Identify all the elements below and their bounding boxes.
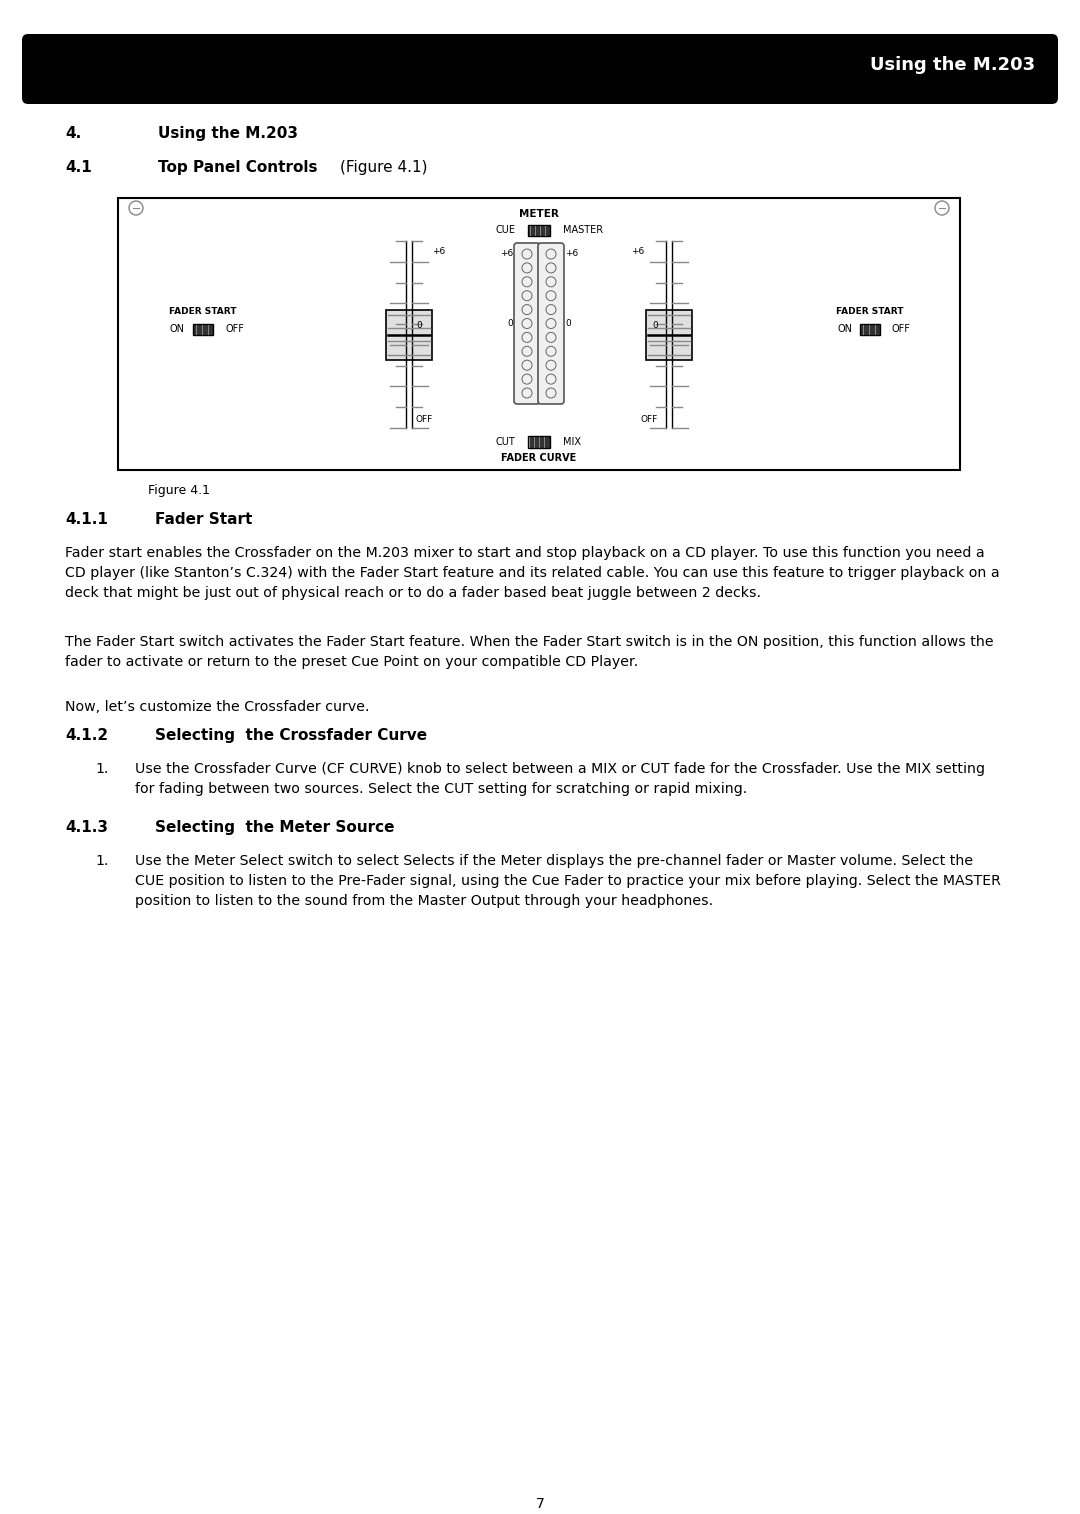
Text: CUE: CUE [495,226,515,235]
Text: The Fader Start switch activates the Fader Start feature. When the Fader Start s: The Fader Start switch activates the Fad… [65,634,994,669]
Bar [646,309,692,359]
Text: Using the M.203: Using the M.203 [158,126,298,141]
Text: 0: 0 [652,321,658,330]
Bar [118,198,960,469]
Text: +6: +6 [432,247,445,256]
Text: ON: ON [837,324,852,335]
Text: OFF: OFF [416,415,433,424]
Bar [528,224,550,236]
Text: (Figure 4.1): (Figure 4.1) [340,160,428,176]
Text: 1.: 1. [95,854,108,868]
Bar [193,324,213,335]
Text: 4.1.3: 4.1.3 [65,821,108,836]
FancyBboxPatch shape [514,244,540,404]
Text: Figure 4.1: Figure 4.1 [148,484,210,497]
Text: 7: 7 [536,1497,544,1511]
Text: Use the Crossfader Curve (CF CURVE) knob to select between a MIX or CUT fade for: Use the Crossfader Curve (CF CURVE) knob… [135,762,985,796]
Text: Fader start enables the Crossfader on the M.203 mixer to start and stop playback: Fader start enables the Crossfader on th… [65,547,1000,600]
Text: Use the Meter Select switch to select Selects if the Meter displays the pre-chan: Use the Meter Select switch to select Se… [135,854,1001,908]
Text: FADER CURVE: FADER CURVE [501,453,577,463]
Text: FADER START: FADER START [170,306,237,315]
Text: Selecting  the Crossfader Curve: Selecting the Crossfader Curve [156,728,427,743]
Text: OFF: OFF [225,324,244,335]
Text: 0: 0 [565,319,570,329]
Bar [528,436,550,448]
Text: OFF: OFF [640,415,658,424]
Text: +6: +6 [631,247,644,256]
Text: ON: ON [170,324,185,335]
Text: 4.: 4. [65,126,81,141]
FancyBboxPatch shape [22,33,1058,104]
Text: 4.1: 4.1 [65,160,92,176]
Text: 1.: 1. [95,762,108,777]
Text: MIX: MIX [563,438,581,447]
Text: Top Panel Controls: Top Panel Controls [158,160,318,176]
Text: OFF: OFF [892,324,910,335]
Text: +6: +6 [565,250,578,259]
Text: 4.1.2: 4.1.2 [65,728,108,743]
Bar [860,324,880,335]
Bar [386,309,432,359]
Text: MASTER: MASTER [563,226,603,235]
Text: FADER START: FADER START [836,306,904,315]
Text: CUT: CUT [496,438,515,447]
Text: 0: 0 [416,321,422,330]
Text: 0: 0 [508,319,513,329]
Text: Fader Start: Fader Start [156,512,253,527]
Text: 4.1.1: 4.1.1 [65,512,108,527]
Text: METER: METER [519,209,559,220]
Text: Using the M.203: Using the M.203 [869,56,1035,74]
Text: Selecting  the Meter Source: Selecting the Meter Source [156,821,394,836]
FancyBboxPatch shape [538,244,564,404]
Text: Now, let’s customize the Crossfader curve.: Now, let’s customize the Crossfader curv… [65,699,369,715]
Text: +6: +6 [500,250,513,259]
